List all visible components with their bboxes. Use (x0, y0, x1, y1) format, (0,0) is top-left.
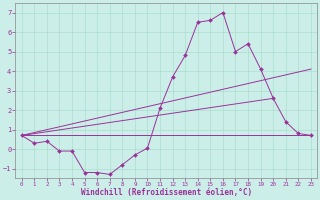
X-axis label: Windchill (Refroidissement éolien,°C): Windchill (Refroidissement éolien,°C) (81, 188, 252, 197)
